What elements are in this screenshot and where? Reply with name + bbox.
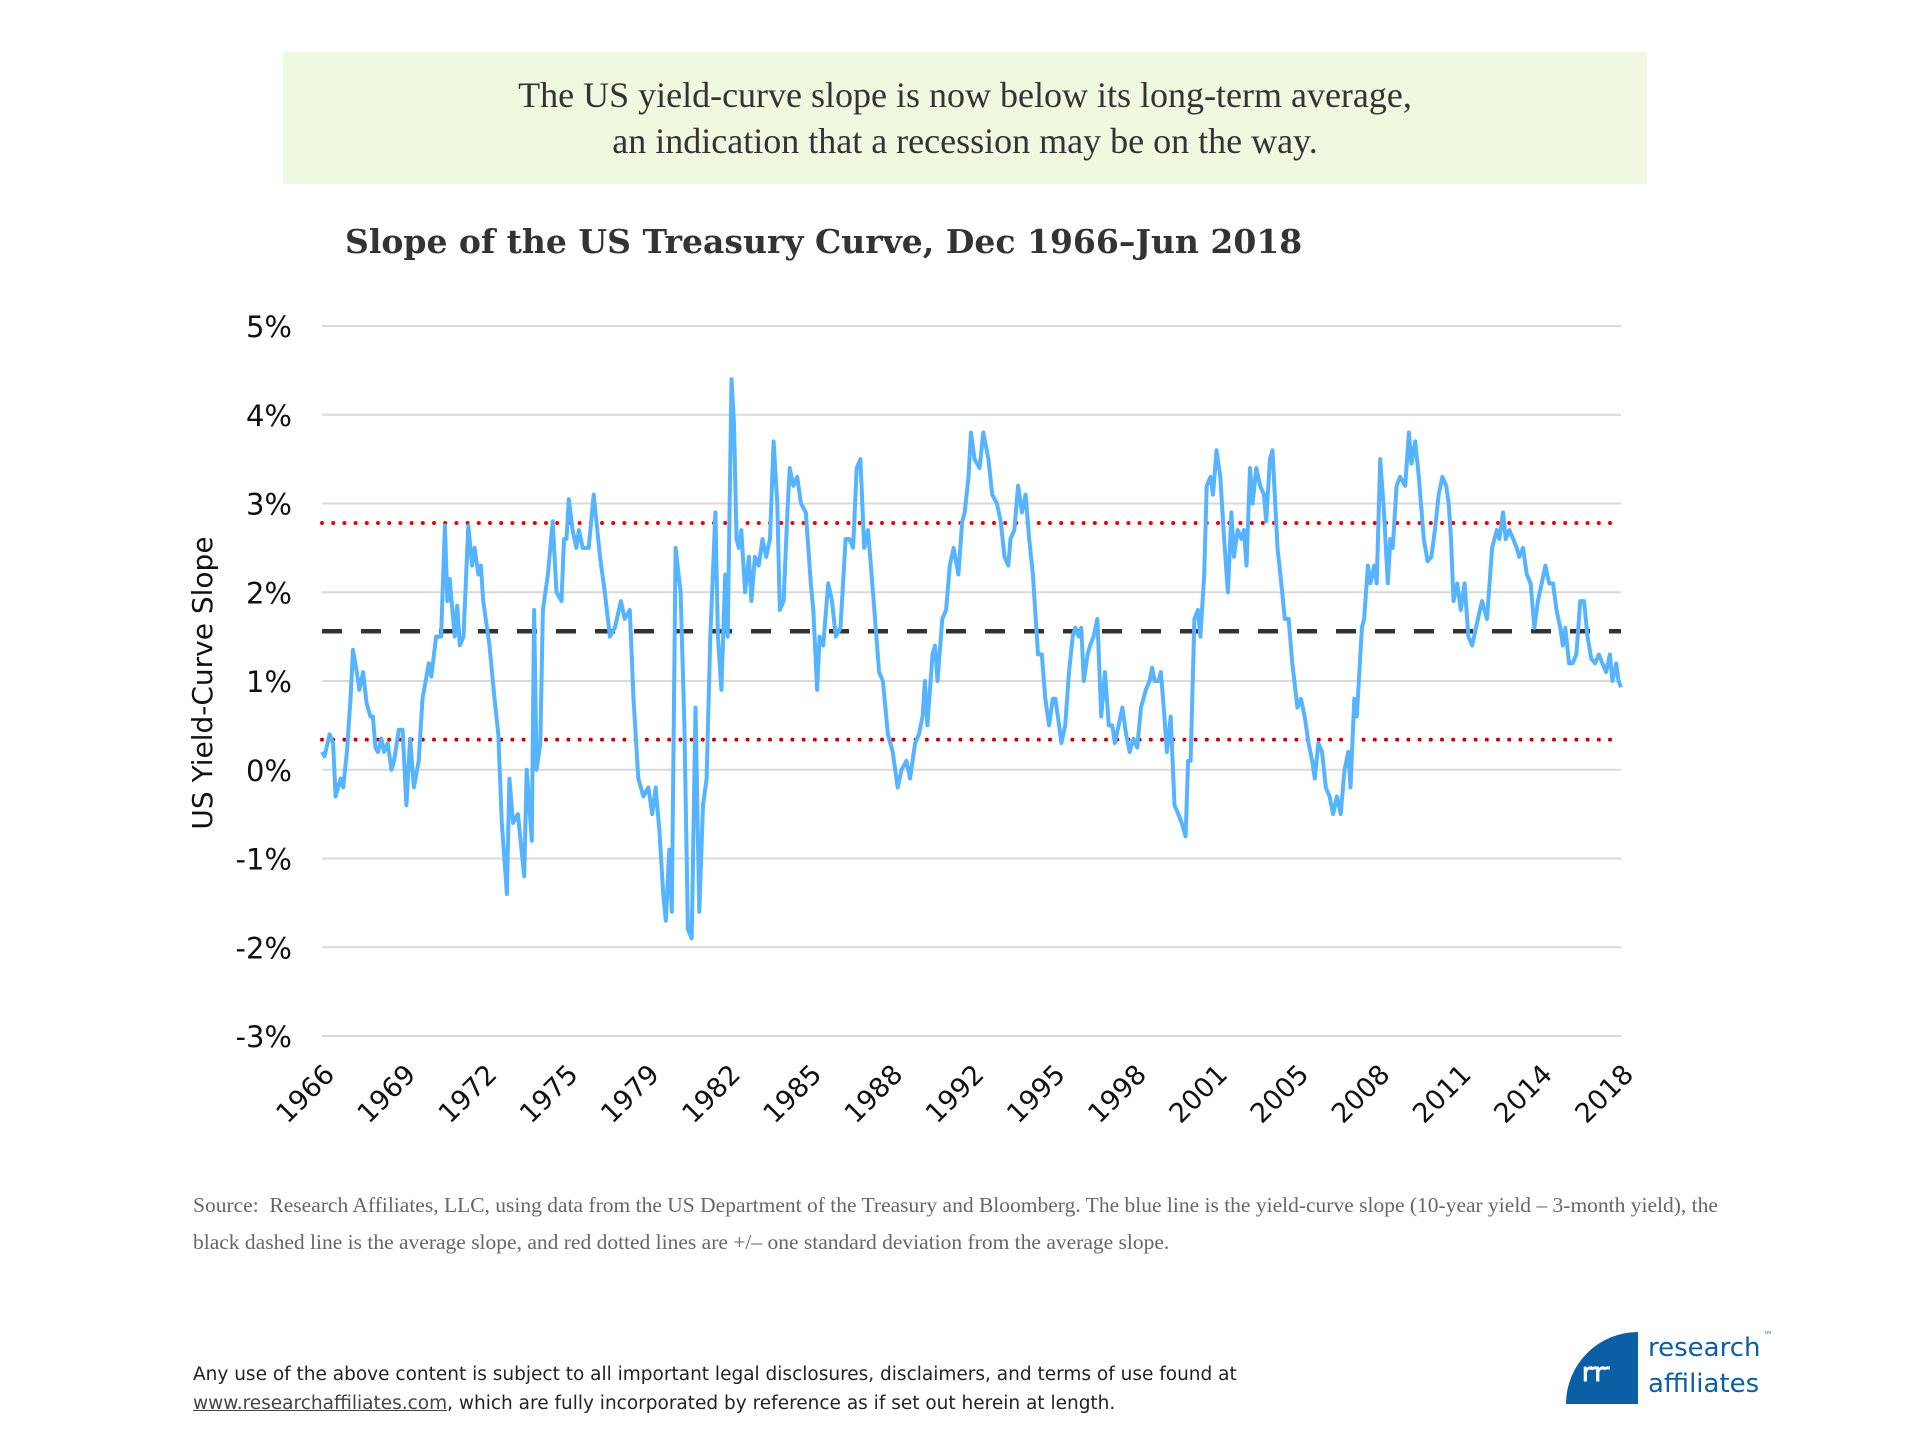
legal-footer: Any use of the above content is subject … [193,1360,1237,1418]
x-tick-label: 1988 [839,1059,910,1130]
yield-curve-chart: 5%4%3%2%1%0%-1%-2%-3% 1966 1969 1972 1975 19… [186,310,1640,1130]
x-tick-label: 1982 [676,1059,747,1130]
yield-curve-slope-line [320,377,1623,941]
y-tick-label: 1% [246,665,292,699]
headline-banner: The US yield-curve slope is now below it… [283,52,1647,184]
x-tick-label: 2014 [1488,1059,1559,1130]
footer-line-2: , which are fully incorporated by refere… [447,1393,1116,1414]
logo-text-research: research [1648,1333,1761,1363]
x-tick-label: 1998 [1082,1059,1153,1130]
y-tick-label: 4% [246,399,292,433]
x-tick-label: 2011 [1407,1059,1478,1130]
y-tick-label: -2% [236,931,292,965]
x-tick-label: 1979 [595,1059,666,1130]
x-tick-label: 1992 [920,1059,991,1130]
x-tick-label: 1985 [758,1059,829,1130]
y-tick-label: 3% [246,488,292,522]
x-tick-label: 1966 [270,1059,341,1130]
website-link[interactable]: www.researchaffiliates.com [193,1393,448,1414]
logo-text-affiliates: affiliates [1648,1369,1760,1399]
research-affiliates-logo: ꭈꭈ research ™ affiliates [1566,1330,1816,1406]
x-tick-label: 2001 [1164,1059,1235,1130]
x-tick-label: 1995 [1001,1059,1072,1130]
x-tick-label: 1972 [433,1059,504,1130]
y-tick-label: 2% [246,576,292,610]
y-tick-label: -1% [236,843,292,877]
headline-line-1: The US yield-curve slope is now below it… [518,75,1412,115]
headline-line-2: an indication that a recession may be on… [612,121,1318,161]
chart-title: Slope of the US Treasury Curve, Dec 1966… [345,222,1303,261]
logo-mark-icon: ꭈꭈ [1566,1332,1638,1404]
x-tick-label: 2008 [1326,1059,1397,1130]
y-tick-label: 0% [246,754,292,788]
y-tick-label: -3% [236,1020,292,1054]
x-tick-label: 1975 [514,1059,585,1130]
source-note: Source: Research Affiliates, LLC, using … [193,1193,1718,1254]
x-tick-label: 2018 [1569,1059,1640,1130]
x-tick-label: 2005 [1245,1059,1316,1130]
y-axis-label: US Yield-Curve Slope [186,536,219,829]
y-tick-label: 5% [246,310,292,344]
footer-line-1: Any use of the above content is subject … [193,1364,1237,1385]
trademark-symbol: ™ [1763,1331,1773,1341]
x-tick-label: 1969 [352,1059,423,1130]
